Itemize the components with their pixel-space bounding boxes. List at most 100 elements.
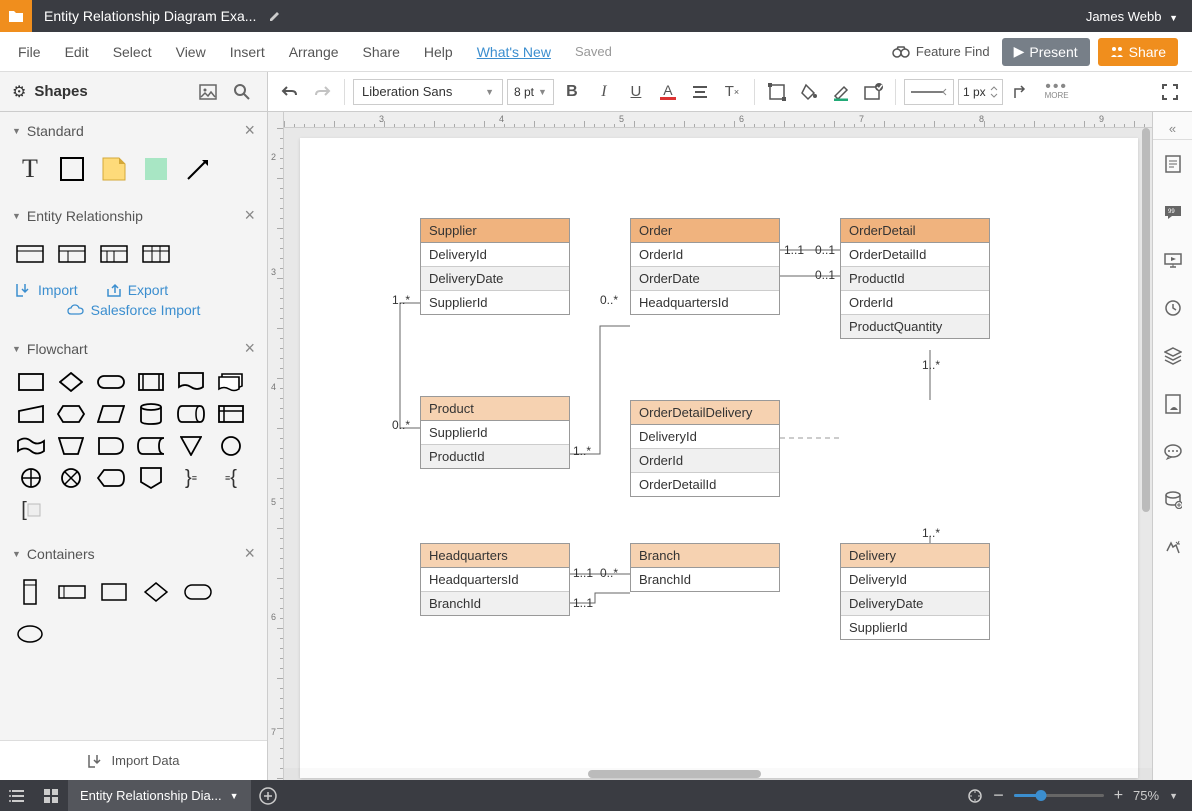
fc-internalstorage[interactable] (216, 403, 246, 425)
container-diamond[interactable] (142, 578, 170, 606)
menu-select[interactable]: Select (101, 44, 164, 60)
add-page-button[interactable] (251, 787, 285, 805)
fc-predefined[interactable] (136, 371, 166, 393)
fc-display[interactable] (96, 467, 126, 489)
entity-field[interactable]: BranchId (631, 568, 779, 591)
fc-data[interactable] (96, 403, 126, 425)
hotspot-shape[interactable] (142, 155, 170, 183)
fc-summing[interactable] (56, 467, 86, 489)
entity-field[interactable]: OrderDate (631, 267, 779, 291)
zoom-slider[interactable] (1014, 794, 1104, 797)
entity-field[interactable]: DeliveryId (421, 243, 569, 267)
er-entity2-shape[interactable] (58, 240, 86, 268)
fc-manualinput[interactable] (16, 403, 46, 425)
font-size-select[interactable]: 8 pt▼ (507, 79, 554, 105)
close-icon[interactable]: × (244, 205, 255, 226)
more-button[interactable]: •••MORE (1045, 83, 1069, 100)
present-panel-icon[interactable] (1153, 236, 1192, 284)
undo-button[interactable] (276, 78, 304, 106)
zoom-out-button[interactable]: − (993, 785, 1004, 806)
close-icon[interactable]: × (244, 338, 255, 359)
entity-field[interactable]: ProductQuantity (841, 315, 989, 338)
er-entity1-shape[interactable] (16, 240, 44, 268)
fc-database[interactable] (136, 403, 166, 425)
fill-color-button[interactable] (795, 78, 823, 106)
canvas-viewport[interactable]: SupplierDeliveryIdDeliveryDateSupplierId… (284, 128, 1152, 780)
comments-icon[interactable]: 99 (1153, 188, 1192, 236)
fullscreen-button[interactable] (1156, 78, 1184, 106)
panel-standard-header[interactable]: ▼Standard× (0, 112, 267, 149)
entity-field[interactable]: ProductId (841, 267, 989, 291)
er-salesforce-button[interactable]: Salesforce Import (16, 302, 251, 318)
zoom-in-button[interactable]: + (1114, 787, 1123, 805)
vertical-scrollbar[interactable] (1140, 128, 1152, 768)
panel-flowchart-header[interactable]: ▼Flowchart× (0, 330, 267, 367)
canvas-area[interactable]: 2 3 4 5 6 7 3 4 5 6 7 8 9 SupplierDelive… (268, 112, 1152, 780)
fc-preparation[interactable] (56, 403, 86, 425)
zoom-level[interactable]: 75% (1133, 788, 1159, 803)
container-swimlane-v[interactable] (16, 578, 44, 606)
line-width-select[interactable]: 1 px (958, 79, 1003, 105)
menu-whats-new[interactable]: What's New (465, 44, 563, 60)
actions-icon[interactable] (1153, 524, 1192, 572)
menu-file[interactable]: File (6, 44, 53, 60)
entity-field[interactable]: OrderId (631, 243, 779, 267)
master-page-icon[interactable] (1153, 380, 1192, 428)
text-shape[interactable]: T (16, 155, 44, 183)
grid-view-icon[interactable] (34, 780, 68, 811)
import-data-button[interactable]: Import Data (0, 740, 267, 780)
entity-field[interactable]: BranchId (421, 592, 569, 615)
border-color-button[interactable] (827, 78, 855, 106)
menu-share[interactable]: Share (351, 44, 412, 60)
image-icon[interactable] (195, 79, 221, 105)
align-button[interactable] (686, 78, 714, 106)
menu-edit[interactable]: Edit (53, 44, 101, 60)
entity-field[interactable]: OrderId (631, 449, 779, 473)
fc-noteleft[interactable]: ≡{ (216, 467, 246, 489)
entity-field[interactable]: DeliveryDate (841, 592, 989, 616)
clear-format-button[interactable]: T× (718, 78, 746, 106)
search-icon[interactable] (229, 79, 255, 105)
er-entity3-shape[interactable] (100, 240, 128, 268)
present-button[interactable]: ▶ Present (1002, 38, 1090, 66)
fc-braceright[interactable]: }≡ (176, 467, 206, 489)
container-rect[interactable] (100, 578, 128, 606)
feature-find-button[interactable]: Feature Find (892, 44, 990, 59)
canvas-page[interactable]: SupplierDeliveryIdDeliveryDateSupplierId… (300, 138, 1138, 778)
entity-branch[interactable]: BranchBranchId (630, 543, 780, 592)
entity-field[interactable]: DeliveryId (841, 568, 989, 592)
entity-field[interactable]: SupplierId (421, 291, 569, 314)
document-title[interactable]: Entity Relationship Diagram Exa... (32, 8, 268, 24)
fc-directdata[interactable] (176, 403, 206, 425)
entity-hq[interactable]: HeadquartersHeadquartersIdBranchId (420, 543, 570, 616)
page-tab[interactable]: Entity Relationship Dia...▼ (68, 780, 251, 811)
fc-connector[interactable] (216, 435, 246, 457)
fc-multidoc[interactable] (216, 371, 246, 393)
font-family-select[interactable]: Liberation Sans▼ (353, 79, 503, 105)
layers-icon[interactable] (1153, 332, 1192, 380)
fc-papertape[interactable] (16, 435, 46, 457)
folder-icon[interactable] (0, 0, 32, 32)
container-swimlane-h[interactable] (58, 578, 86, 606)
line-routing-button[interactable] (1007, 78, 1035, 106)
fc-document[interactable] (176, 371, 206, 393)
entity-supplier[interactable]: SupplierDeliveryIdDeliveryDateSupplierId (420, 218, 570, 315)
fc-terminator[interactable] (96, 371, 126, 393)
menu-insert[interactable]: Insert (218, 44, 277, 60)
panel-er-header[interactable]: ▼Entity Relationship× (0, 197, 267, 234)
er-entity4-shape[interactable] (142, 240, 170, 268)
menu-view[interactable]: View (164, 44, 218, 60)
entity-field[interactable]: DeliveryDate (421, 267, 569, 291)
page-settings-icon[interactable] (1153, 140, 1192, 188)
user-menu[interactable]: James Webb ▼ (1072, 9, 1192, 24)
chat-icon[interactable] (1153, 428, 1192, 476)
entity-odd[interactable]: OrderDetailDeliveryDeliveryIdOrderIdOrde… (630, 400, 780, 497)
shape-type-button[interactable] (763, 78, 791, 106)
edit-title-icon[interactable] (268, 9, 288, 23)
history-icon[interactable] (1153, 284, 1192, 332)
entity-field[interactable]: SupplierId (841, 616, 989, 639)
fc-bracket[interactable]: [ (16, 499, 46, 521)
entity-orderdetail[interactable]: OrderDetailOrderDetailIdProductIdOrderId… (840, 218, 990, 339)
entity-field[interactable]: HeadquartersId (631, 291, 779, 314)
fc-delay[interactable] (96, 435, 126, 457)
